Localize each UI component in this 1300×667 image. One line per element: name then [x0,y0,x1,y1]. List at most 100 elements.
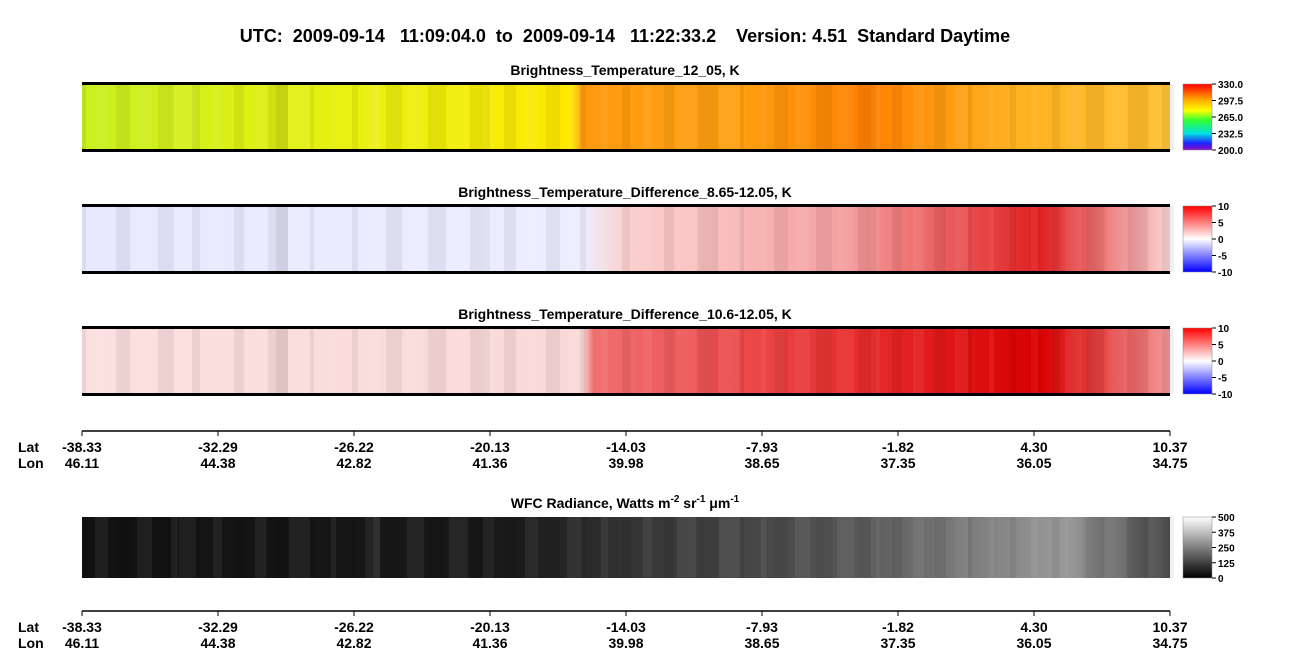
colorbar-label: 232.5 [1218,130,1243,141]
image-texture [795,517,810,578]
lat-tick-label: -1.82 [882,439,914,455]
lon-tick-label: 42.82 [336,455,371,471]
image-texture [1128,328,1148,394]
lat-tick-label: -38.33 [62,619,102,635]
strip-edge [82,149,1170,152]
image-texture [698,206,718,272]
image-texture [1031,206,1038,272]
colorbar-label: -10 [1218,268,1233,279]
image-texture [664,206,674,272]
strip-edge [82,393,1170,396]
image-texture [504,328,516,394]
image-texture [504,84,516,150]
image-texture [82,328,86,394]
lat-tick-label: -32.29 [198,439,238,455]
image-strip [82,206,1170,272]
lon-tick-label: 44.38 [200,635,235,651]
image-texture [1107,517,1126,578]
image-texture [546,328,560,394]
image-texture [1086,206,1104,272]
image-texture [276,206,288,272]
lat-tick-label: -26.22 [334,439,374,455]
image-texture [525,206,538,272]
lat-tick-label: -14.03 [606,439,646,455]
image-texture [858,328,876,394]
image-texture [774,517,788,578]
image-texture [1052,206,1060,272]
image-texture [192,206,200,272]
image-texture [116,328,130,394]
image-texture [470,517,490,578]
image-texture [1149,517,1170,578]
lat-tick-label: -20.13 [470,439,510,455]
image-texture [289,517,310,578]
image-texture [816,328,832,394]
image-texture [158,84,174,150]
lat-tick-label: -26.22 [334,619,374,635]
image-texture [719,84,740,150]
image-texture [116,206,130,272]
image-texture [913,84,924,150]
lon-tick-label: 46.11 [65,635,99,651]
image-texture [1162,84,1174,150]
image-texture [116,517,130,578]
image-texture [234,206,244,272]
image-texture [428,206,446,272]
image-texture [892,328,902,394]
image-texture [82,206,86,272]
image-texture [95,84,108,150]
image-texture [331,517,336,578]
image-texture [567,84,582,150]
lon-tick-label: 37.35 [880,635,915,651]
image-texture [677,517,696,578]
image-texture [1086,84,1104,150]
image-texture [664,328,674,394]
image-texture [795,84,810,150]
image-texture [601,328,608,394]
image-texture [1128,206,1148,272]
image-texture [525,328,538,394]
image-texture [989,206,994,272]
image-texture [567,517,582,578]
image-texture [1052,84,1060,150]
image-texture [82,517,86,578]
figure-title: UTC: 2009-09-14 11:09:04.0 to 2009-09-14… [240,26,1010,46]
image-texture [95,328,108,394]
image-texture [373,517,380,578]
title-text: WFC Radiance, Watts m [511,495,671,511]
image-texture [858,84,876,150]
image-strip [82,328,1170,394]
image-texture [365,84,380,150]
colorbar-label: 330.0 [1218,80,1243,91]
image-texture [171,206,178,272]
image-texture [837,84,854,150]
image-texture [1010,328,1016,394]
image-texture [934,84,946,150]
lon-tick-label: 36.05 [1016,455,1051,471]
lon-tick-label: 41.36 [472,635,507,651]
image-texture [871,84,880,150]
colorbar-label: 125 [1218,559,1235,570]
image-texture [365,517,380,578]
lat-tick-label: 10.37 [1152,619,1187,635]
image-texture [795,206,810,272]
image-texture [955,517,968,578]
image-texture [276,517,288,578]
image-texture [449,206,468,272]
image-texture [276,328,288,394]
lat-tick-label: -14.03 [606,619,646,635]
colorbar-label: -5 [1218,252,1227,263]
image-texture [622,328,630,394]
image-texture [1065,517,1082,578]
image-texture [1128,84,1148,150]
image-texture [470,328,490,394]
image-texture [871,206,880,272]
lat-tick-label: 10.37 [1152,439,1187,455]
image-texture [192,84,200,150]
image-texture [331,328,336,394]
panel-title: Brightness_Temperature_Difference_8.65-1… [458,184,792,200]
image-texture [698,84,718,150]
image-texture [449,84,468,150]
colorbar-label: 10 [1218,202,1230,213]
strip-edge [82,326,1170,329]
